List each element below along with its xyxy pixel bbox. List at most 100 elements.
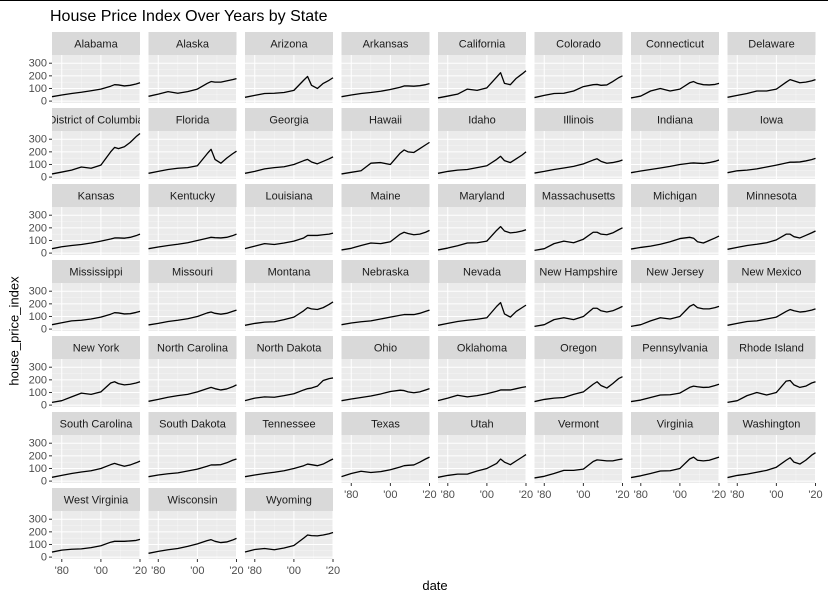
- facet-strip-label: Arizona: [270, 39, 308, 51]
- facet-panel: Arizona: [244, 32, 334, 103]
- x-tick-label: '20: [422, 489, 436, 501]
- facet-strip: [341, 336, 430, 359]
- y-tick-label: 0: [41, 96, 47, 108]
- facet-strip-label: Massachusetts: [542, 191, 616, 203]
- facet-strip: [534, 108, 623, 131]
- facet-strip: [534, 32, 623, 55]
- facet-panel: Kentucky: [148, 184, 237, 255]
- facet-strip: [148, 108, 237, 131]
- facet-strip: [245, 260, 333, 283]
- series-line: [727, 230, 816, 250]
- facet-strip: [534, 260, 623, 283]
- series-line: [51, 381, 141, 403]
- y-tick-label: 200: [29, 374, 47, 386]
- y-tick-label: 0: [41, 476, 47, 488]
- x-tick-label: '80: [441, 489, 455, 501]
- facet-strip: [148, 336, 237, 359]
- facet-strip: [245, 184, 333, 207]
- facet-strip: [52, 412, 140, 435]
- facet-strip: [727, 412, 816, 435]
- facet-strip: [148, 32, 237, 55]
- panel-background: [52, 435, 140, 483]
- facet-panel: Connecticut: [630, 32, 720, 103]
- facet-strip: [534, 184, 623, 207]
- facet-strip-label: Kentucky: [170, 191, 216, 203]
- facet-strip-label: Arkansas: [363, 39, 409, 51]
- facet-strip: [631, 336, 719, 359]
- facet-strip-label: Iowa: [760, 115, 784, 127]
- y-tick-label: 200: [29, 298, 47, 310]
- facet-strip: [52, 336, 140, 359]
- series-line: [341, 229, 430, 251]
- facet-strip: [631, 108, 719, 131]
- panel-background: [438, 131, 526, 179]
- x-tick-label: '20: [326, 565, 340, 577]
- x-tick-label: '20: [133, 565, 147, 577]
- facet-panel: Wyoming '80 '00 '20: [244, 488, 340, 577]
- panel-background: [341, 283, 430, 331]
- facet-strip-label: Montana: [268, 267, 312, 279]
- facet-panel: New Jersey: [630, 260, 720, 331]
- facet-strip: [245, 108, 333, 131]
- facet-strip-label: Mississippi: [69, 267, 122, 279]
- x-tick-label: '20: [229, 565, 243, 577]
- facet-panel: Alaska: [148, 32, 237, 103]
- y-tick-label: 0: [41, 248, 47, 260]
- series-line: [727, 78, 816, 98]
- y-tick-label: 300: [29, 514, 47, 526]
- y-tick-label: 100: [29, 463, 47, 475]
- facet-panel: Utah '80 '00 '20: [437, 412, 533, 501]
- facet-panel: Oregon: [534, 336, 623, 407]
- facet-panel: Nevada: [437, 260, 527, 331]
- facet-strip-label: Alaska: [176, 39, 210, 51]
- facet-strip-label: Wisconsin: [167, 495, 217, 507]
- facet-panel: Texas '80 '00 '20: [341, 412, 437, 501]
- facet-strip-label: Oregon: [560, 343, 597, 355]
- y-tick-label: 300: [29, 286, 47, 298]
- facet-panel: Wisconsin '80 '00 '20: [148, 488, 244, 577]
- facet-strip: [631, 184, 719, 207]
- facet-strip: [631, 32, 719, 55]
- panel-background: [727, 283, 816, 331]
- facet-strip: [341, 108, 430, 131]
- facet-strip: [438, 412, 526, 435]
- y-tick-label: 300: [29, 210, 47, 222]
- facet-panel: New Hampshire: [534, 260, 623, 331]
- facet-strip: [245, 488, 333, 511]
- panel-background: [148, 435, 237, 483]
- series-line: [148, 458, 237, 478]
- series-line: [630, 235, 720, 250]
- facet-strip-label: New York: [73, 343, 120, 355]
- series-line: [244, 377, 334, 402]
- y-tick-label: 100: [29, 311, 47, 323]
- facet-strip-label: Alabama: [74, 39, 118, 51]
- facet-strip-label: Missouri: [172, 267, 213, 279]
- facet-strip: [148, 184, 237, 207]
- panel-background: [148, 359, 237, 407]
- series-line: [244, 75, 334, 98]
- facet-strip-label: North Dakota: [257, 343, 323, 355]
- series-line: [534, 227, 623, 251]
- series-line: [51, 538, 141, 553]
- facet-strip-label: Vermont: [558, 419, 599, 431]
- x-tick-label: '80: [730, 489, 744, 501]
- facet-strip: [148, 412, 237, 435]
- series-line: [341, 309, 430, 326]
- y-tick-label: 200: [29, 526, 47, 538]
- series-line: [51, 310, 141, 326]
- facet-strip: [438, 184, 526, 207]
- series-line: [148, 309, 237, 326]
- facet-panel: Maryland: [437, 184, 527, 255]
- x-tick-label: '80: [55, 565, 69, 577]
- facet-strip: [341, 412, 430, 435]
- panel-background: [438, 283, 526, 331]
- panel-background: [534, 207, 623, 255]
- x-tick-label: '00: [383, 489, 397, 501]
- facet-strip: [727, 32, 816, 55]
- facet-strip-label: Colorado: [556, 39, 601, 51]
- facet-panel: Delaware: [727, 32, 816, 103]
- panel-background: [148, 55, 237, 103]
